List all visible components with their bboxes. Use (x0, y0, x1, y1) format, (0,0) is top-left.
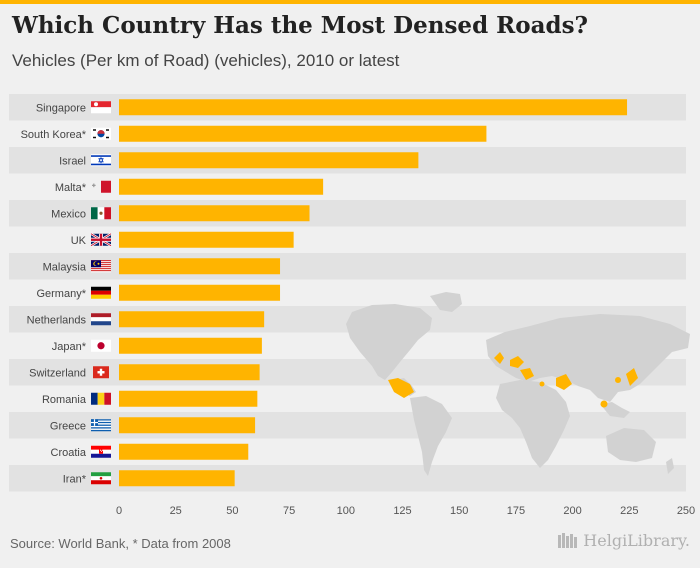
x-tick-label: 25 (170, 505, 182, 517)
category-label: Romania (42, 394, 87, 406)
north-america-shape (346, 304, 432, 380)
bar (119, 311, 265, 328)
x-tick-label: 75 (283, 505, 295, 517)
germany-flag (91, 286, 111, 299)
bar (119, 284, 281, 301)
romania-flag (91, 392, 111, 405)
malaysia-flag (91, 260, 111, 273)
bar (119, 205, 310, 222)
x-tick-label: 225 (620, 505, 638, 517)
category-label: Malaysia (43, 261, 87, 273)
category-label: Malta* (55, 182, 87, 194)
australia-shape (606, 428, 656, 462)
south-korea-flag (91, 127, 111, 140)
category-label: Japan* (52, 341, 87, 353)
japan-flag (91, 339, 111, 352)
category-label: Netherlands (27, 314, 87, 326)
africa-shape (496, 380, 570, 468)
switzerland-flag (93, 366, 109, 379)
croatia-flag (91, 445, 111, 458)
greece-flag (91, 419, 111, 432)
uk-flag (90, 232, 112, 247)
library-books-icon (558, 532, 578, 548)
top-accent-bar (0, 0, 700, 4)
x-tick-label: 100 (337, 505, 355, 517)
bar (119, 470, 235, 487)
greenland-shape (430, 292, 462, 312)
logo-text: HelgiLibrary. (583, 531, 690, 550)
chart-subtitle: Vehicles (Per km of Road) (vehicles), 20… (12, 51, 400, 70)
bar (119, 125, 487, 142)
x-tick-label: 0 (116, 505, 122, 517)
category-label: South Korea* (21, 129, 87, 141)
x-tick-label: 175 (507, 505, 525, 517)
bar (119, 231, 294, 248)
malaysia-highlight (600, 400, 608, 408)
bar (119, 417, 256, 434)
category-label: UK (71, 235, 87, 247)
world-map-background (346, 292, 690, 476)
category-label: Singapore (36, 102, 86, 114)
chart-title: Which Country Has the Most Densed Roads? (12, 12, 589, 39)
bar (119, 258, 281, 275)
category-label: Switzerland (29, 367, 86, 379)
x-tick-label: 125 (393, 505, 411, 517)
x-tick-label: 150 (450, 505, 468, 517)
mexico-flag (91, 207, 111, 220)
bar (119, 99, 628, 116)
x-tick-label: 200 (563, 505, 581, 517)
south-korea-highlight (615, 377, 621, 383)
bar (119, 337, 262, 354)
mexico-highlight (388, 378, 414, 398)
category-label: Greece (50, 420, 86, 432)
new-zealand-shape (666, 458, 674, 474)
x-tick-label: 50 (226, 505, 238, 517)
category-label: Israel (59, 155, 86, 167)
singapore-flag (91, 101, 111, 114)
bar (119, 364, 260, 381)
south-america-shape (410, 396, 452, 476)
uk-highlight (494, 352, 504, 364)
israel-flag (91, 154, 111, 167)
eurasia-shape (486, 314, 690, 402)
iran-highlight (556, 374, 572, 390)
category-label: Iran* (63, 473, 87, 485)
netherlands-flag (91, 313, 111, 326)
bar (119, 390, 258, 407)
category-label: Germany* (36, 288, 86, 300)
bar (119, 178, 324, 195)
indonesia-shape (600, 402, 630, 418)
iran-flag (91, 472, 111, 485)
balkans-highlight (520, 368, 534, 380)
category-label: Croatia (51, 447, 87, 459)
bar (119, 443, 249, 460)
malta-flag (91, 180, 111, 193)
europe-highlight (510, 356, 524, 368)
bar (119, 152, 419, 169)
israel-highlight (539, 381, 545, 387)
japan-highlight (626, 368, 638, 386)
x-tick-label: 250 (677, 505, 695, 517)
category-label: Mexico (51, 208, 86, 220)
helgilibrary-logo: HelgiLibrary. (557, 531, 690, 550)
source-note: Source: World Bank, * Data from 2008 (10, 536, 231, 551)
